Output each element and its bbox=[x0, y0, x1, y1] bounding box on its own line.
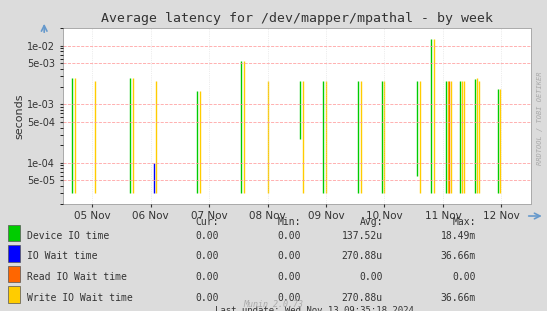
Bar bbox=[8, 245, 20, 262]
Text: 137.52u: 137.52u bbox=[342, 231, 383, 241]
Text: 36.66m: 36.66m bbox=[441, 252, 476, 262]
Text: 18.49m: 18.49m bbox=[441, 231, 476, 241]
Bar bbox=[8, 266, 20, 282]
Text: Cur:: Cur: bbox=[195, 216, 219, 227]
Text: 270.88u: 270.88u bbox=[342, 293, 383, 303]
Text: Munin 2.0.73: Munin 2.0.73 bbox=[243, 300, 304, 309]
Text: 0.00: 0.00 bbox=[452, 272, 476, 282]
Text: IO Wait time: IO Wait time bbox=[27, 252, 97, 262]
Text: Read IO Wait time: Read IO Wait time bbox=[27, 272, 127, 282]
Text: Max:: Max: bbox=[452, 216, 476, 227]
Text: 0.00: 0.00 bbox=[277, 252, 301, 262]
Text: Min:: Min: bbox=[277, 216, 301, 227]
Text: Write IO Wait time: Write IO Wait time bbox=[27, 293, 132, 303]
Text: RRDTOOL / TOBI OETIKER: RRDTOOL / TOBI OETIKER bbox=[537, 72, 543, 165]
Y-axis label: seconds: seconds bbox=[14, 93, 25, 139]
Text: 36.66m: 36.66m bbox=[441, 293, 476, 303]
Text: 0.00: 0.00 bbox=[195, 293, 219, 303]
Title: Average latency for /dev/mapper/mpathal - by week: Average latency for /dev/mapper/mpathal … bbox=[101, 12, 493, 26]
Text: 0.00: 0.00 bbox=[277, 293, 301, 303]
Text: 0.00: 0.00 bbox=[195, 231, 219, 241]
Text: 0.00: 0.00 bbox=[195, 252, 219, 262]
Text: 270.88u: 270.88u bbox=[342, 252, 383, 262]
Text: Last update: Wed Nov 13 09:35:18 2024: Last update: Wed Nov 13 09:35:18 2024 bbox=[215, 306, 414, 311]
Text: 0.00: 0.00 bbox=[195, 272, 219, 282]
Text: 0.00: 0.00 bbox=[359, 272, 383, 282]
Bar bbox=[8, 225, 20, 241]
Text: 0.00: 0.00 bbox=[277, 272, 301, 282]
Text: Device IO time: Device IO time bbox=[27, 231, 109, 241]
Bar bbox=[8, 286, 20, 303]
Text: Avg:: Avg: bbox=[359, 216, 383, 227]
Text: 0.00: 0.00 bbox=[277, 231, 301, 241]
